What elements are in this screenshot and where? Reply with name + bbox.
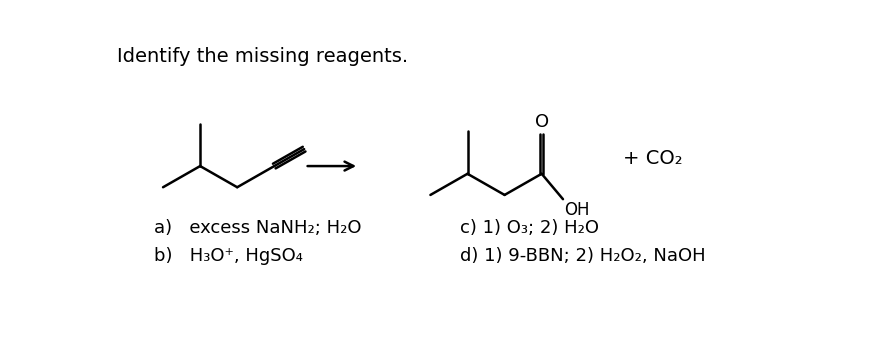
Text: d) 1) 9-BBN; 2) H₂O₂, NaOH: d) 1) 9-BBN; 2) H₂O₂, NaOH <box>460 247 705 265</box>
Text: O: O <box>535 113 549 131</box>
Text: b)   H₃O⁺, HgSO₄: b) H₃O⁺, HgSO₄ <box>154 247 303 265</box>
Text: Identify the missing reagents.: Identify the missing reagents. <box>117 47 408 66</box>
Text: a)   excess NaNH₂; H₂O: a) excess NaNH₂; H₂O <box>154 219 361 237</box>
Text: OH: OH <box>565 201 590 219</box>
Text: + CO₂: + CO₂ <box>622 149 682 168</box>
Text: c) 1) O₃; 2) H₂O: c) 1) O₃; 2) H₂O <box>460 219 599 237</box>
